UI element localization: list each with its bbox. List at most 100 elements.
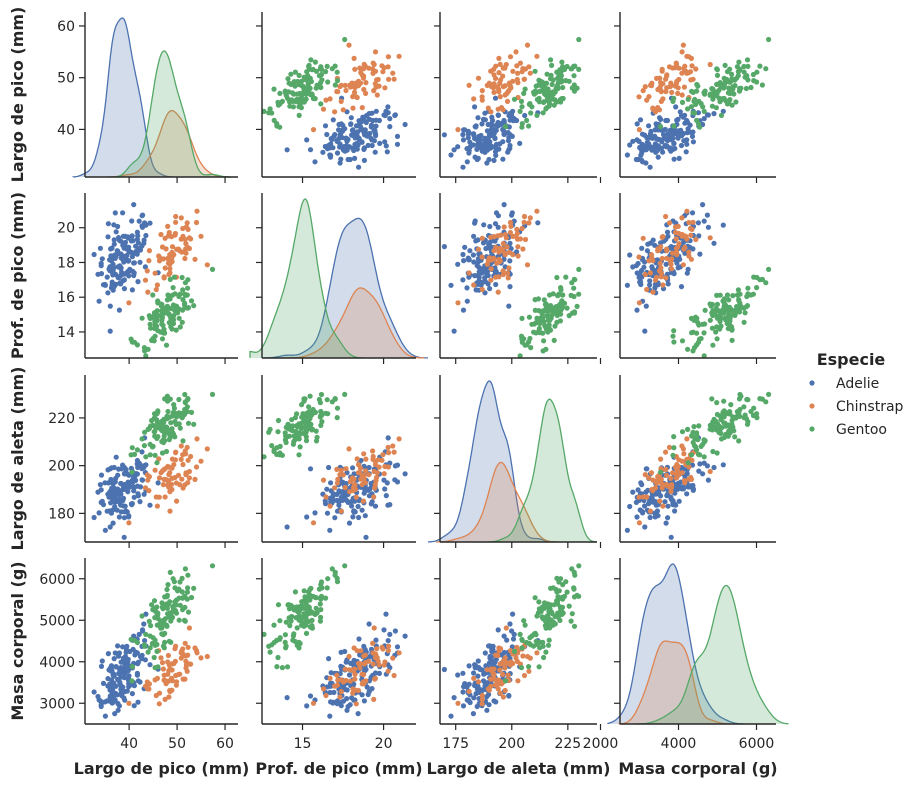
point-chinstrap	[371, 61, 377, 68]
point-gentoo	[553, 304, 559, 310]
point-gentoo	[155, 300, 161, 306]
point-gentoo	[569, 611, 575, 617]
point-gentoo	[160, 632, 166, 638]
point-gentoo	[175, 588, 181, 594]
point-adelie	[384, 480, 390, 486]
point-chinstrap	[475, 679, 482, 685]
point-gentoo	[550, 96, 556, 102]
point-adelie	[658, 145, 665, 151]
point-gentoo	[690, 429, 696, 435]
point-adelie	[514, 117, 520, 124]
point-adelie	[334, 150, 341, 156]
point-adelie	[353, 123, 360, 129]
point-gentoo	[308, 78, 314, 85]
point-adelie	[720, 462, 726, 468]
point-gentoo	[754, 411, 760, 417]
point-gentoo	[557, 318, 564, 324]
point-chinstrap	[370, 640, 376, 646]
point-chinstrap	[374, 77, 380, 83]
point-gentoo	[691, 317, 697, 323]
point-adelie	[644, 466, 650, 472]
point-chinstrap	[385, 64, 391, 70]
point-adelie	[704, 463, 711, 469]
point-chinstrap	[680, 446, 687, 452]
point-gentoo	[309, 617, 315, 624]
point-adelie	[701, 218, 707, 224]
point-gentoo	[285, 602, 291, 608]
point-adelie	[350, 514, 356, 520]
point-chinstrap	[352, 676, 358, 682]
point-gentoo	[714, 450, 720, 456]
point-gentoo	[304, 69, 310, 75]
point-chinstrap	[126, 300, 132, 306]
point-gentoo	[318, 614, 324, 621]
point-adelie	[116, 653, 122, 659]
point-gentoo	[143, 454, 149, 460]
point-chinstrap	[479, 286, 485, 293]
point-chinstrap	[363, 456, 369, 462]
point-chinstrap	[165, 463, 171, 470]
point-gentoo	[690, 348, 696, 354]
point-adelie	[663, 261, 669, 267]
point-adelie	[343, 659, 349, 665]
point-chinstrap	[679, 70, 685, 76]
point-adelie	[652, 514, 658, 520]
point-adelie	[140, 212, 146, 218]
point-adelie	[111, 264, 117, 270]
point-gentoo	[306, 404, 312, 410]
point-adelie	[475, 658, 481, 664]
point-adelie	[120, 644, 126, 650]
x-axis-label: Prof. de pico (mm)	[255, 759, 422, 778]
point-chinstrap	[165, 678, 172, 684]
point-adelie	[131, 488, 137, 494]
point-adelie	[322, 501, 329, 507]
point-chinstrap	[664, 472, 670, 478]
point-adelie	[461, 127, 467, 133]
point-gentoo	[303, 613, 309, 619]
point-gentoo	[292, 83, 298, 89]
point-adelie	[330, 145, 336, 151]
point-chinstrap	[479, 235, 485, 241]
point-adelie	[387, 631, 393, 638]
point-chinstrap	[172, 646, 178, 652]
point-gentoo	[757, 63, 763, 69]
point-adelie	[373, 637, 379, 643]
point-chinstrap	[180, 233, 186, 239]
point-gentoo	[155, 616, 161, 622]
point-chinstrap	[391, 672, 397, 679]
point-adelie	[116, 307, 122, 313]
point-gentoo	[159, 450, 166, 456]
point-adelie	[382, 139, 388, 145]
panel-largo-de-aleta-mm-vs-largo-de-aleta-mm	[427, 380, 597, 543]
point-gentoo	[139, 315, 145, 321]
point-adelie	[330, 700, 336, 706]
point-gentoo	[308, 585, 314, 591]
point-gentoo	[710, 96, 716, 102]
point-gentoo	[559, 59, 565, 65]
point-adelie	[624, 527, 631, 533]
point-chinstrap	[527, 215, 533, 221]
point-gentoo	[534, 112, 540, 118]
point-adelie	[99, 256, 105, 262]
point-adelie	[472, 682, 478, 689]
point-chinstrap	[495, 289, 501, 295]
point-gentoo	[148, 325, 154, 331]
point-adelie	[366, 464, 372, 471]
point-adelie	[647, 164, 653, 170]
x-axis-label: Largo de aleta (mm)	[427, 759, 611, 778]
point-chinstrap	[340, 107, 346, 113]
point-adelie	[506, 134, 512, 141]
x-tick-label: 60	[216, 736, 234, 752]
point-gentoo	[294, 642, 300, 648]
point-gentoo	[551, 102, 557, 108]
point-chinstrap	[385, 464, 391, 470]
point-adelie	[111, 696, 117, 702]
point-adelie	[668, 244, 674, 250]
point-chinstrap	[198, 458, 204, 464]
point-chinstrap	[508, 223, 514, 229]
point-gentoo	[317, 400, 323, 406]
point-gentoo	[528, 345, 534, 351]
point-adelie	[635, 487, 641, 493]
point-chinstrap	[666, 64, 673, 70]
point-adelie	[356, 498, 362, 504]
